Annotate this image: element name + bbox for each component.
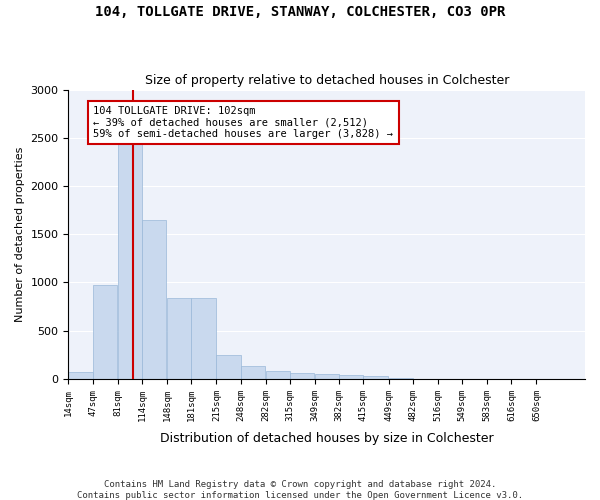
Text: Contains HM Land Registry data © Crown copyright and database right 2024.
Contai: Contains HM Land Registry data © Crown c… [77, 480, 523, 500]
Y-axis label: Number of detached properties: Number of detached properties [15, 146, 25, 322]
Title: Size of property relative to detached houses in Colchester: Size of property relative to detached ho… [145, 74, 509, 87]
Bar [315, 374, 339, 379]
Bar [266, 371, 290, 379]
Bar [68, 372, 92, 379]
Bar [142, 220, 166, 379]
Bar [167, 298, 191, 379]
X-axis label: Distribution of detached houses by size in Colchester: Distribution of detached houses by size … [160, 432, 494, 445]
Bar [118, 142, 142, 379]
Text: 104, TOLLGATE DRIVE, STANWAY, COLCHESTER, CO3 0PR: 104, TOLLGATE DRIVE, STANWAY, COLCHESTER… [95, 5, 505, 19]
Bar [241, 366, 265, 379]
Bar [92, 285, 117, 379]
Bar [217, 355, 241, 379]
Bar [290, 373, 314, 379]
Text: 104 TOLLGATE DRIVE: 102sqm
← 39% of detached houses are smaller (2,512)
59% of s: 104 TOLLGATE DRIVE: 102sqm ← 39% of deta… [94, 106, 394, 139]
Bar [191, 298, 215, 379]
Bar [339, 374, 364, 379]
Bar [364, 376, 388, 379]
